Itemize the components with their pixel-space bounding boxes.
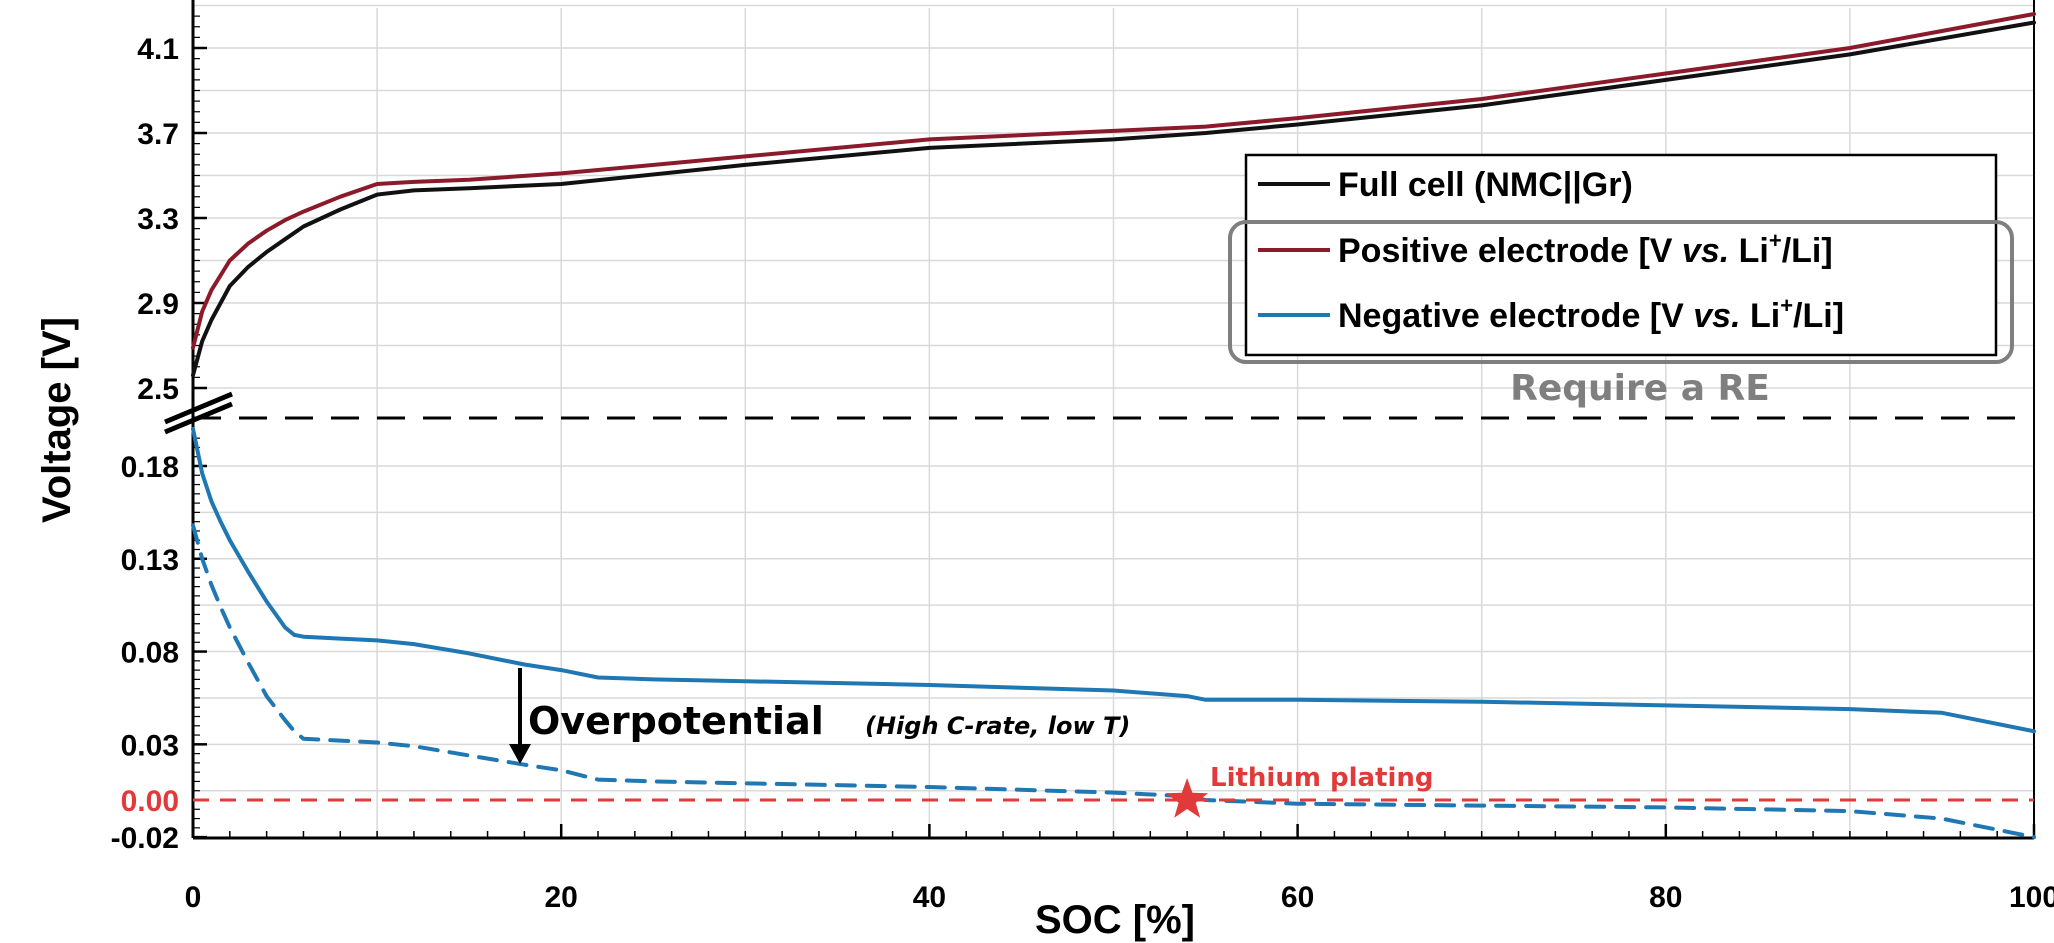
lithium-plating-label: Lithium plating <box>1210 763 1434 793</box>
series-negative-electrode-overpotential <box>191 523 2036 840</box>
y-tick-label-lower: 0.08 <box>121 637 179 670</box>
x-tick-label: 20 <box>545 881 578 914</box>
overpotential-label: Overpotential <box>528 699 824 743</box>
x-tick-label: 60 <box>1281 881 1314 914</box>
y-axis-title: Voltage [V] <box>35 317 79 523</box>
y-tick-label-lower: 0.13 <box>121 544 179 577</box>
y-tick-label-upper: 3.7 <box>137 118 179 151</box>
series-positive-electrode <box>191 12 2036 350</box>
x-tick-label: 0 <box>185 881 202 914</box>
annotation-layer: Require a RE Overpotential (High C-rate, l… <box>193 368 2034 818</box>
require-re-box <box>1228 220 2014 364</box>
x-tick-label: 80 <box>1649 881 1682 914</box>
overpotential-note: (High C-rate, low T) <box>865 712 1130 740</box>
tick-label-layer: 0 20 40 60 80 100 4.1 3.7 3.3 2.9 2.5 0.18 0.13 0.08 0… <box>111 33 2054 914</box>
y-tick-label-lower: 0.00 <box>121 785 179 818</box>
x-tick-label: 40 <box>913 881 946 914</box>
y-tick-label-lower: -0.02 <box>111 822 179 855</box>
overpotential-arrowhead <box>509 744 531 764</box>
y-tick-label-lower: 0.18 <box>121 451 179 484</box>
y-tick-label-lower: 0.03 <box>121 729 179 762</box>
series-full-cell <box>191 20 2036 378</box>
require-re-label: Require a RE <box>1510 368 1770 409</box>
series-negative-electrode <box>191 426 2036 734</box>
lithium-plating-star <box>1166 778 1209 818</box>
legend: Full cell (NMC||Gr) Positive electrode [V… <box>1228 153 2014 364</box>
y-tick-label-upper: 3.3 <box>137 203 179 236</box>
legend-label: Positive electrode [V vs. Li+/Li] <box>1338 228 1833 270</box>
axis-layer <box>164 0 2036 840</box>
legend-box <box>1244 153 1998 357</box>
y-tick-label-upper: 2.5 <box>137 373 179 406</box>
x-tick-label: 100 <box>2009 881 2054 914</box>
legend-label: Negative electrode [V vs. Li+/Li] <box>1338 293 1844 335</box>
legend-label: Full cell (NMC||Gr) <box>1338 166 1633 204</box>
x-axis-title: SOC [%] <box>1035 898 1195 942</box>
axis-break-mark <box>164 391 233 425</box>
y-tick-label-upper: 4.1 <box>137 33 179 66</box>
series-layer <box>191 12 2036 840</box>
y-tick-label-upper: 2.9 <box>137 288 179 321</box>
